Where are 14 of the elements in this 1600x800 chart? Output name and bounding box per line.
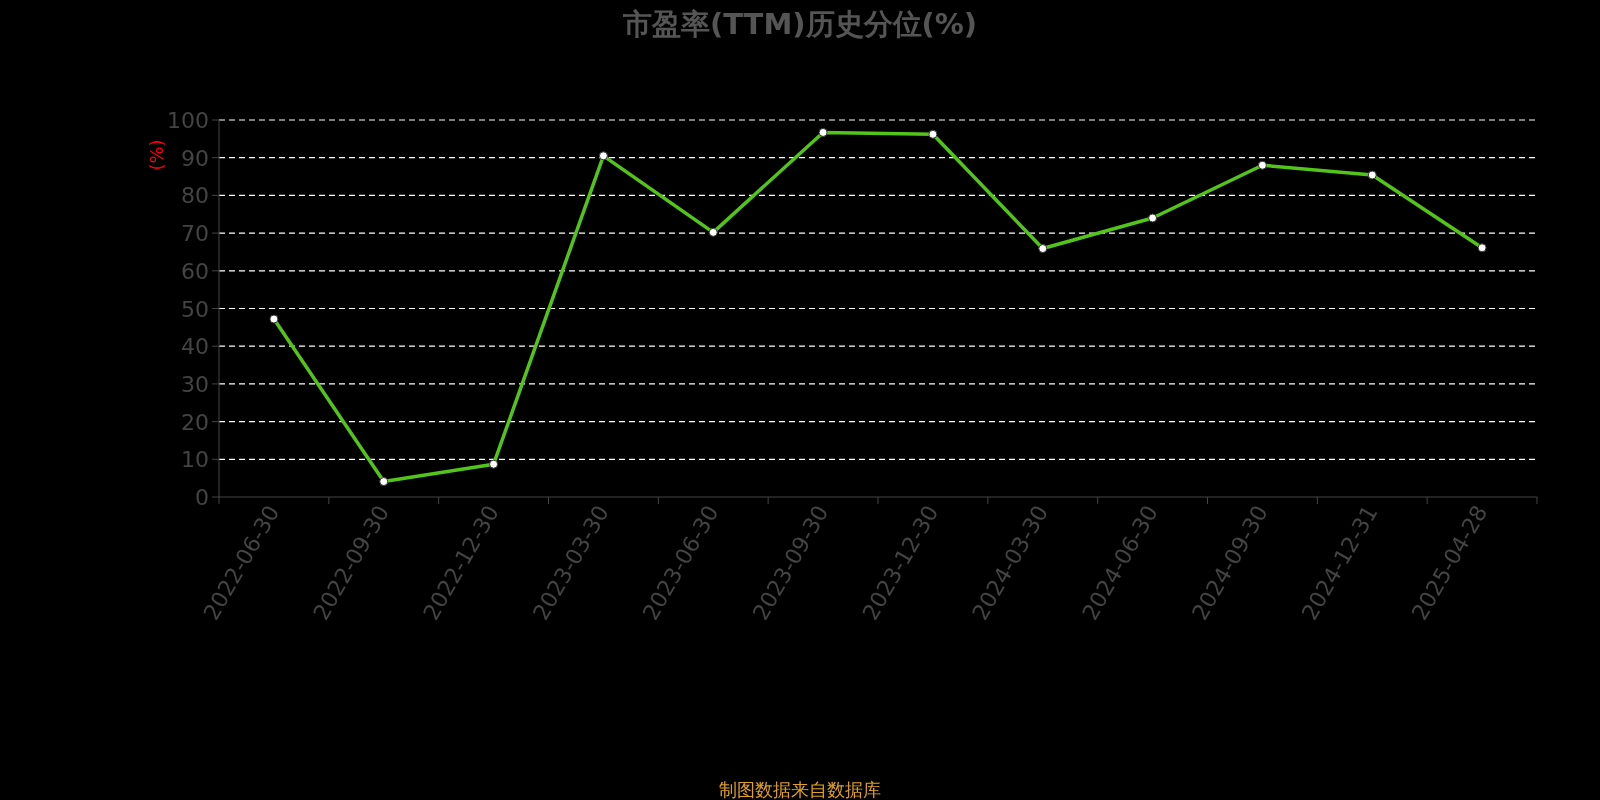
- y-axis-title: (%): [146, 139, 167, 171]
- y-tick-label: 80: [181, 183, 209, 209]
- y-tick-label: 30: [181, 371, 209, 397]
- y-tick-label: 100: [167, 108, 209, 133]
- y-tick-label: 40: [181, 334, 209, 360]
- y-tick-label: 20: [181, 409, 209, 435]
- y-tick-label: 0: [195, 485, 209, 510]
- y-tick-label: 60: [181, 258, 209, 284]
- text: 制图数据来自数据库: [719, 779, 881, 800]
- y-tick-label: 50: [181, 296, 209, 322]
- y-tick-label: 90: [181, 145, 209, 171]
- chart-title: 市盈率(TTM)历史分位(%): [621, 7, 978, 41]
- y-tick-label: 10: [181, 447, 209, 473]
- y-tick-label: 70: [181, 221, 209, 247]
